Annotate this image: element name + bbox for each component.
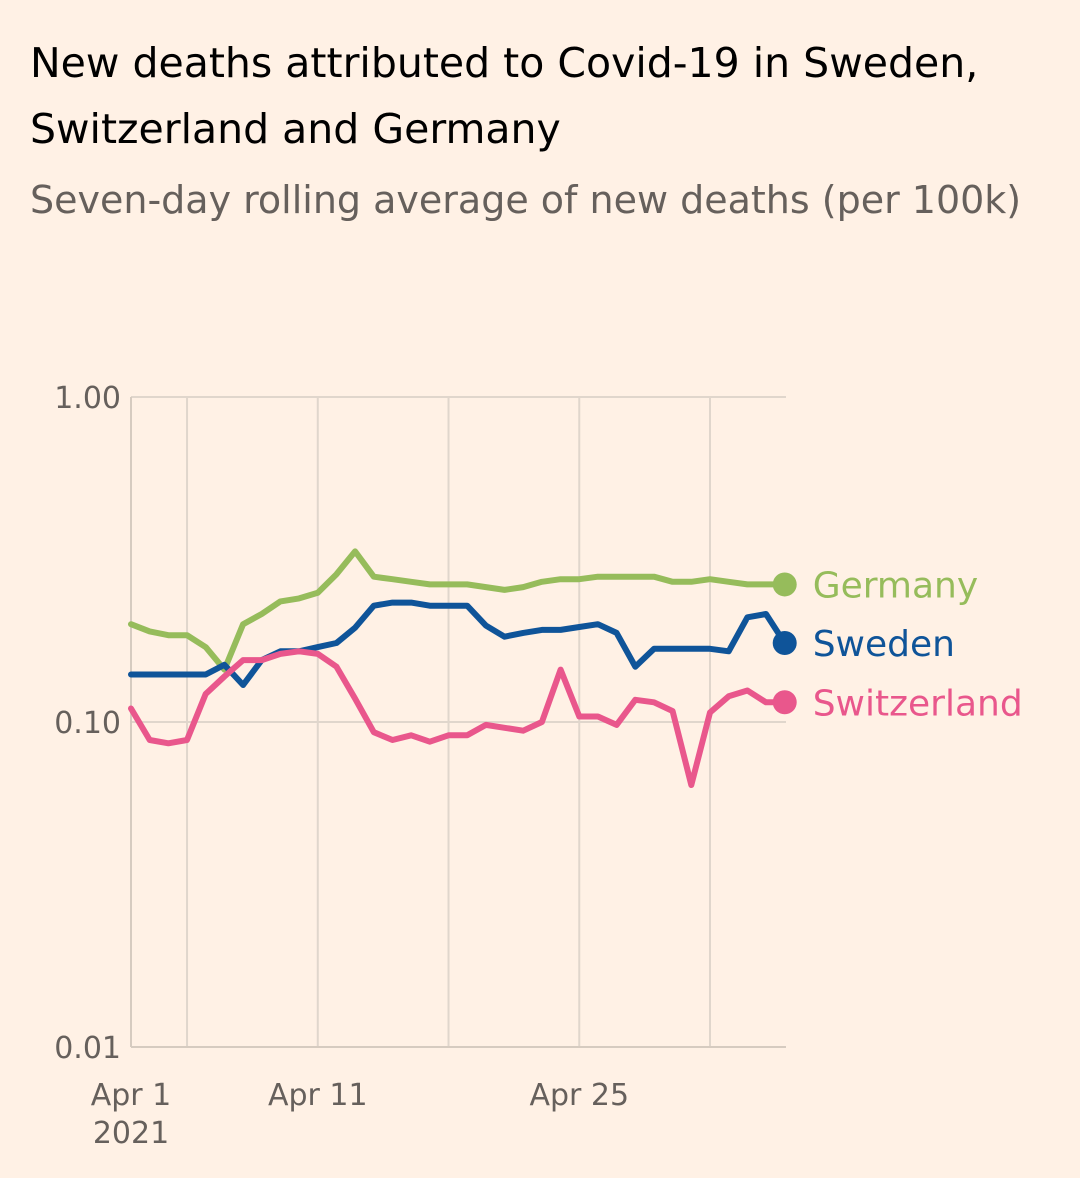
legend: Germany Sweden Switzerland (772, 565, 1023, 724)
series-line-switzerland (128, 648, 788, 788)
y-tick-label: 1.00 (54, 381, 121, 416)
legend-label-switzerland: Switzerland (813, 683, 1023, 724)
x-tick-label: Apr 25 (529, 1078, 629, 1113)
series-line-germany (128, 548, 788, 673)
series-end-dot-sweden (772, 631, 797, 656)
x-tick-label: Apr 1 (91, 1078, 172, 1113)
series-line-sweden (128, 599, 788, 688)
x-tick-label: Apr 11 (268, 1078, 368, 1113)
legend-label-sweden: Sweden (813, 624, 955, 665)
series-lines (128, 548, 788, 788)
series-end-dot-germany (772, 572, 797, 597)
series-end-dot-switzerland (772, 690, 797, 715)
gridlines (131, 396, 786, 1048)
chart-subtitle: Seven-day rolling average of new deaths … (30, 178, 1022, 222)
chart-title: New deaths attributed to Covid-19 in Swe… (30, 39, 979, 153)
legend-label-germany: Germany (813, 565, 978, 606)
y-tick-label: 0.10 (54, 706, 121, 741)
x-tick-sublabel: 2021 (93, 1116, 169, 1151)
y-tick-label: 0.01 (54, 1031, 121, 1066)
